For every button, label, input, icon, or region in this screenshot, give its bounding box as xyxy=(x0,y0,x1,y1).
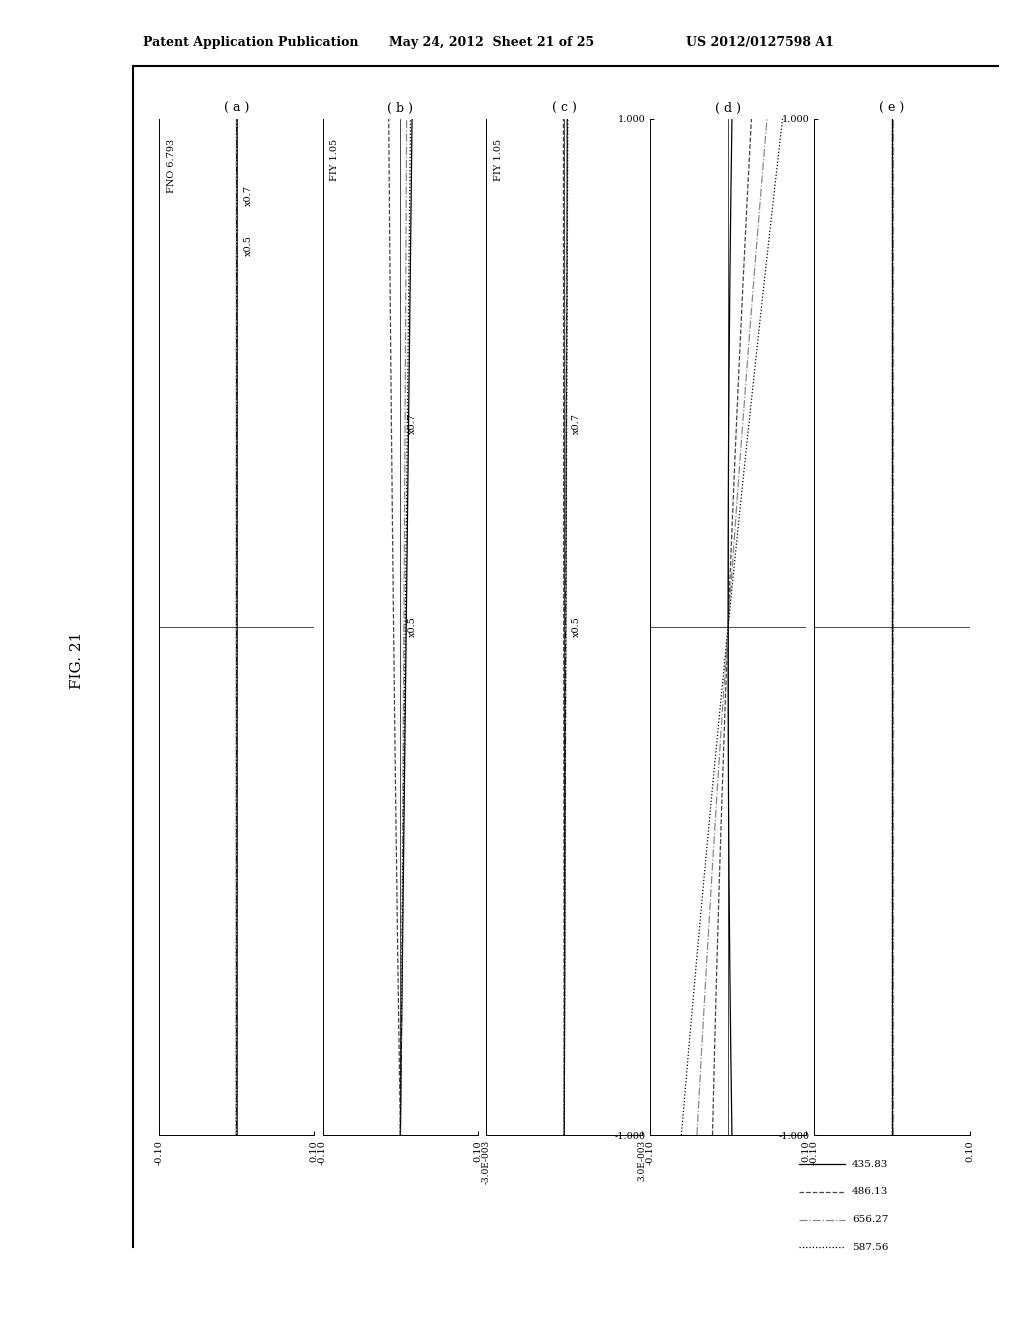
Text: x0.7: x0.7 xyxy=(409,413,417,434)
Text: x0.7: x0.7 xyxy=(572,413,581,434)
Text: 486.13: 486.13 xyxy=(852,1188,889,1196)
Text: May 24, 2012  Sheet 21 of 25: May 24, 2012 Sheet 21 of 25 xyxy=(389,36,594,49)
Text: 656.27: 656.27 xyxy=(852,1216,889,1224)
Title: ( d ): ( d ) xyxy=(715,102,741,115)
Text: x0.5: x0.5 xyxy=(409,616,417,638)
Title: ( b ): ( b ) xyxy=(387,102,414,115)
Title: ( e ): ( e ) xyxy=(880,102,904,115)
Text: Patent Application Publication: Patent Application Publication xyxy=(143,36,358,49)
Text: 587.56: 587.56 xyxy=(852,1243,889,1251)
Text: US 2012/0127598 A1: US 2012/0127598 A1 xyxy=(686,36,834,49)
Text: FIY 1.05: FIY 1.05 xyxy=(331,139,339,181)
Text: x0.5: x0.5 xyxy=(245,235,253,256)
Text: FNO 6.793: FNO 6.793 xyxy=(167,139,175,193)
Title: ( a ): ( a ) xyxy=(224,102,249,115)
Title: ( c ): ( c ) xyxy=(552,102,577,115)
Text: x0.7: x0.7 xyxy=(245,185,253,206)
Text: FIG. 21: FIG. 21 xyxy=(70,631,84,689)
Text: FIY 1.05: FIY 1.05 xyxy=(495,139,503,181)
Text: x0.5: x0.5 xyxy=(572,616,581,638)
Text: 435.83: 435.83 xyxy=(852,1160,889,1168)
